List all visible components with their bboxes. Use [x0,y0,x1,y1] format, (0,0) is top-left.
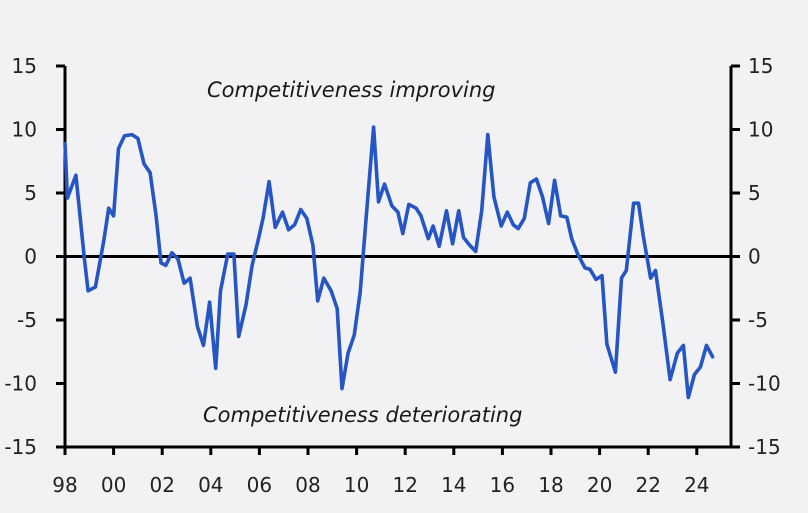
y-tick-label-left: 0 [24,245,37,269]
y-tick-label-left: -15 [4,435,37,459]
y-tick-label-right: 5 [748,181,761,205]
annotation-improving: Competitiveness improving [207,78,496,102]
x-tick-label: 04 [198,473,223,497]
x-tick-label: 12 [392,473,417,497]
x-tick-label: 08 [295,473,320,497]
y-tick-label-left: -10 [4,372,37,396]
x-tick-label: 14 [441,473,466,497]
x-tick-label: 16 [490,473,515,497]
annotation-deteriorating: Competitiveness deteriorating [203,403,522,427]
y-tick-label-left: 15 [12,54,37,78]
y-tick-label-right: 10 [748,118,773,142]
x-tick-label: 02 [149,473,174,497]
y-tick-label-right: 0 [748,245,761,269]
y-tick-label-right: -5 [748,308,768,332]
series-line [63,125,715,400]
x-tick-label: 00 [101,473,126,497]
y-tick-label-left: -5 [17,308,37,332]
y-tick-label-right: 15 [748,54,773,78]
x-tick-label: 22 [635,473,660,497]
series-group [63,125,715,400]
axes [56,64,740,455]
y-tick-label-left: 5 [24,181,37,205]
x-tick-label: 10 [344,473,369,497]
x-tick-label: 20 [587,473,612,497]
y-tick-label-right: -10 [748,372,781,396]
x-tick-label: 24 [684,473,709,497]
x-tick-label: 06 [247,473,272,497]
x-tick-label: 18 [538,473,563,497]
y-tick-label-left: 10 [12,118,37,142]
x-tick-label: 98 [52,473,77,497]
y-tick-label-right: -15 [748,435,781,459]
